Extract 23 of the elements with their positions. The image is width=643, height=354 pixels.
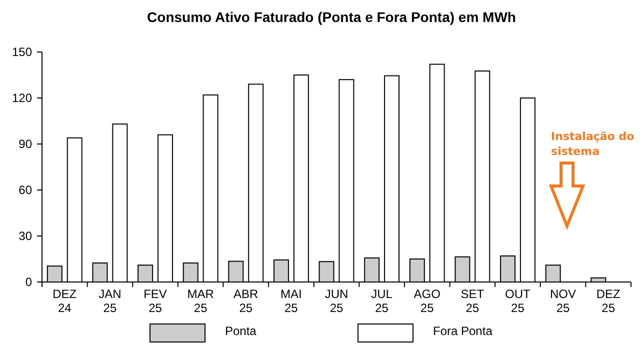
y-tick-label: 90	[18, 137, 32, 152]
x-tick-label: SET 25	[460, 287, 485, 315]
x-tick-label: FEV 25	[144, 287, 167, 315]
y-tick-label: 30	[18, 229, 32, 244]
y-tick-label: 150	[12, 45, 32, 60]
x-tick-label: ABR 25	[234, 287, 259, 315]
x-tick-label: JAN 25	[98, 287, 122, 315]
x-tick-label: NOV 25	[550, 287, 576, 315]
x-tick-label: OUT 25	[505, 287, 532, 315]
y-tick-label: 60	[18, 183, 32, 198]
y-tick-label: 120	[12, 91, 32, 106]
x-tick-label: DEZ 24	[52, 287, 77, 315]
x-tick-label: MAI 25	[280, 287, 302, 315]
chart-title: Consumo Ativo Faturado (Ponta e Fora Ponta) em MWh	[147, 9, 516, 25]
annotation: Instalação do sistema	[551, 130, 635, 158]
x-tick-label: JUL 25	[371, 287, 393, 315]
legend-label: Fora Ponta	[433, 324, 493, 338]
x-tick-label: MAR 25	[187, 287, 214, 315]
y-tick-label: 0	[25, 275, 32, 290]
x-tick-label: JUN 25	[324, 287, 348, 315]
legend-label: Ponta	[225, 324, 257, 338]
x-tick-label: AGO 25	[414, 287, 440, 315]
x-tick-label: DEZ 25	[596, 287, 620, 315]
